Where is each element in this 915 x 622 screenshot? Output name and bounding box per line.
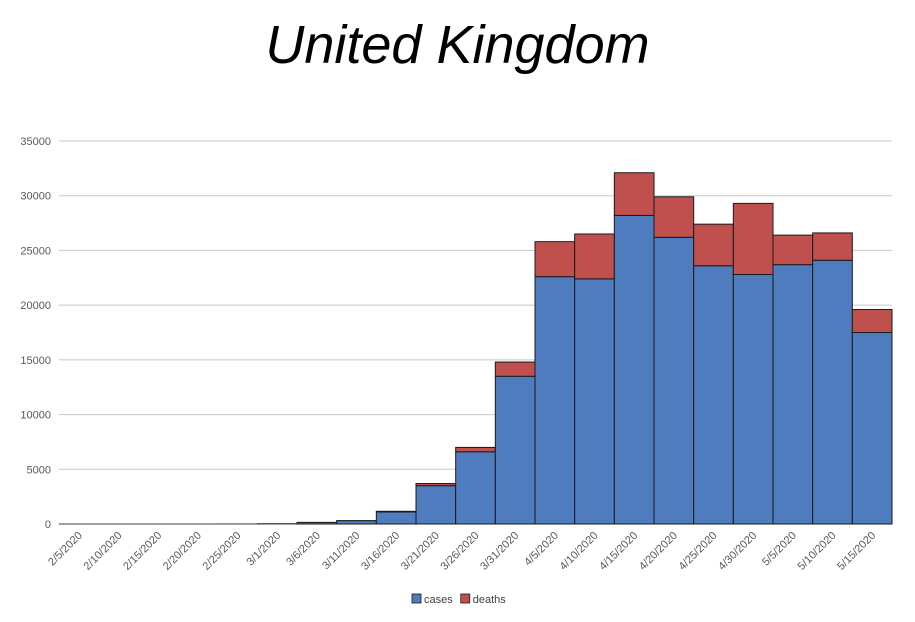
x-tick-label: 5/15/2020 [835, 530, 878, 573]
y-tick-label: 5000 [27, 464, 51, 476]
bars [58, 172, 893, 525]
legend-swatch-cases [411, 593, 422, 604]
x-tick-label: 4/25/2020 [677, 530, 720, 573]
y-axis: 0 5000 10000 15000 20000 25000 30000 35000 [20, 136, 51, 531]
bar-deaths [613, 172, 655, 216]
y-tick-label: 0 [45, 519, 51, 531]
bar-cases [455, 451, 496, 525]
bar-deaths [494, 361, 536, 377]
bar-cases [653, 236, 695, 525]
bar-deaths [574, 233, 615, 280]
bar-deaths [693, 223, 734, 267]
x-tick-label: 4/5/2020 [522, 530, 561, 569]
x-tick-label: 5/10/2020 [796, 530, 839, 573]
bar-deaths [653, 196, 695, 238]
legend-label-cases: cases [424, 594, 453, 606]
bar-deaths [455, 446, 496, 453]
bar-cases [851, 332, 893, 525]
y-tick-label: 25000 [20, 245, 51, 257]
bar-cases [375, 511, 417, 525]
bar-cases [732, 274, 774, 525]
bar-cases [534, 276, 576, 525]
x-tick-label: 3/16/2020 [359, 530, 402, 573]
x-tick-label: 3/26/2020 [439, 530, 482, 573]
y-tick-label: 30000 [20, 191, 51, 203]
bar-cases [772, 264, 814, 525]
legend: cases deaths [411, 593, 507, 606]
bar-cases [494, 375, 536, 525]
x-tick-label: 3/31/2020 [478, 530, 521, 573]
bar-cases [574, 278, 615, 525]
y-tick-label: 35000 [20, 136, 51, 148]
x-tick-label: 3/21/2020 [399, 530, 442, 573]
legend-swatch-deaths [460, 593, 471, 604]
x-axis: 2/5/20202/10/20202/15/20202/20/20202/25/… [46, 530, 878, 573]
x-tick-label: 3/6/2020 [284, 530, 323, 569]
bar-cases [415, 485, 457, 525]
bar-cases [812, 259, 853, 525]
x-tick-label: 2/25/2020 [201, 530, 244, 573]
bar-deaths [812, 232, 853, 261]
bar-deaths [851, 309, 893, 333]
bar-deaths [415, 483, 457, 487]
bar-cases [336, 520, 377, 525]
bar-deaths [534, 241, 576, 278]
x-tick-label: 4/10/2020 [558, 530, 601, 573]
y-tick-label: 15000 [20, 355, 51, 367]
x-tick-label: 3/11/2020 [320, 530, 363, 573]
bar-deaths [772, 234, 814, 266]
x-tick-label: 2/20/2020 [161, 530, 204, 573]
x-tick-label: 3/1/2020 [245, 530, 284, 569]
x-tick-label: 4/30/2020 [716, 530, 759, 573]
x-tick-label: 5/5/2020 [760, 530, 799, 569]
y-tick-label: 20000 [20, 300, 51, 312]
x-tick-label: 2/10/2020 [82, 530, 125, 573]
bar-deaths [375, 510, 417, 513]
x-tick-label: 4/15/2020 [597, 530, 640, 573]
bar-cases [693, 265, 734, 525]
bar-deaths [732, 202, 774, 276]
x-tick-label: 2/5/2020 [46, 530, 85, 569]
x-tick-label: 4/20/2020 [637, 530, 680, 573]
legend-label-deaths: deaths [473, 594, 507, 606]
y-tick-label: 10000 [20, 410, 51, 422]
bar-cases [613, 214, 655, 525]
chart-title: United Kingdom [265, 15, 650, 75]
x-tick-label: 2/15/2020 [121, 530, 164, 573]
